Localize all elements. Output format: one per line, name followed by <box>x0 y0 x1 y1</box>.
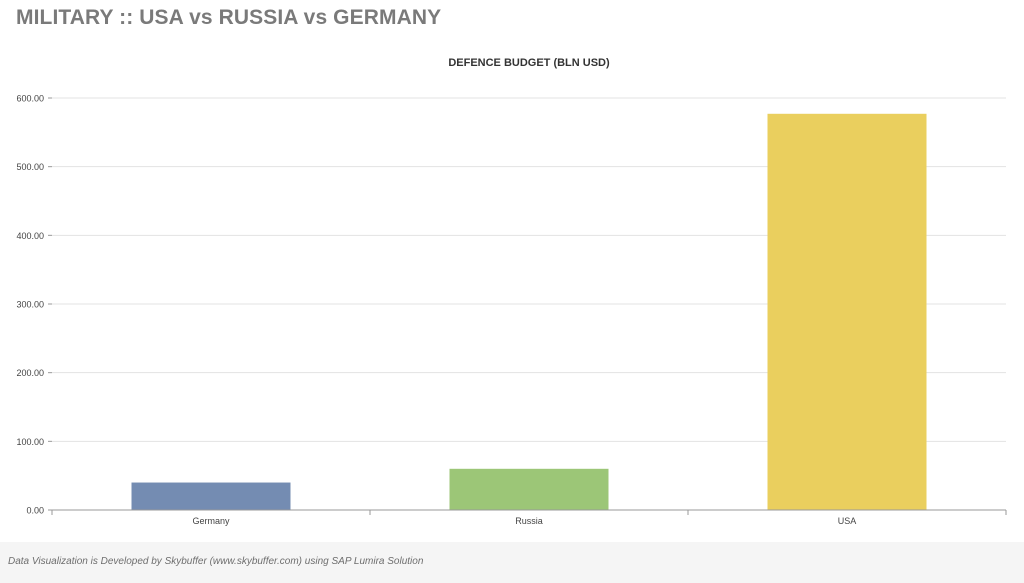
y-tick-label: 500.00 <box>16 162 44 172</box>
bar-russia[interactable] <box>449 468 609 510</box>
defence-budget-bar-chart: DEFENCE BUDGET (BLN USD) 0.00 100.00 200.0… <box>16 57 1007 526</box>
bar-usa[interactable] <box>767 113 927 510</box>
footer-credit: Data Visualization is Developed by Skybu… <box>8 556 424 567</box>
y-tick-label: 200.00 <box>16 368 44 378</box>
x-tick-label: USA <box>838 516 857 526</box>
bars <box>131 113 927 510</box>
y-tick-label: 0.00 <box>26 506 44 516</box>
page-title: MILITARY :: USA vs RUSSIA vs GERMANY <box>16 6 442 29</box>
y-tick-label: 300.00 <box>16 300 44 310</box>
x-tick-label: Russia <box>515 516 543 526</box>
chart-title: DEFENCE BUDGET (BLN USD) <box>448 57 610 69</box>
x-axis: Germany Russia USA <box>51 509 1007 526</box>
y-tick-label: 400.00 <box>16 231 44 241</box>
y-tick-label: 100.00 <box>16 437 44 447</box>
y-tick-label: 600.00 <box>16 94 44 104</box>
bar-germany[interactable] <box>131 482 291 510</box>
footer-band <box>0 542 1024 583</box>
y-axis-ticks: 0.00 100.00 200.00 300.00 400.00 500.00 600.00 <box>16 94 52 516</box>
x-tick-label: Germany <box>192 516 230 526</box>
